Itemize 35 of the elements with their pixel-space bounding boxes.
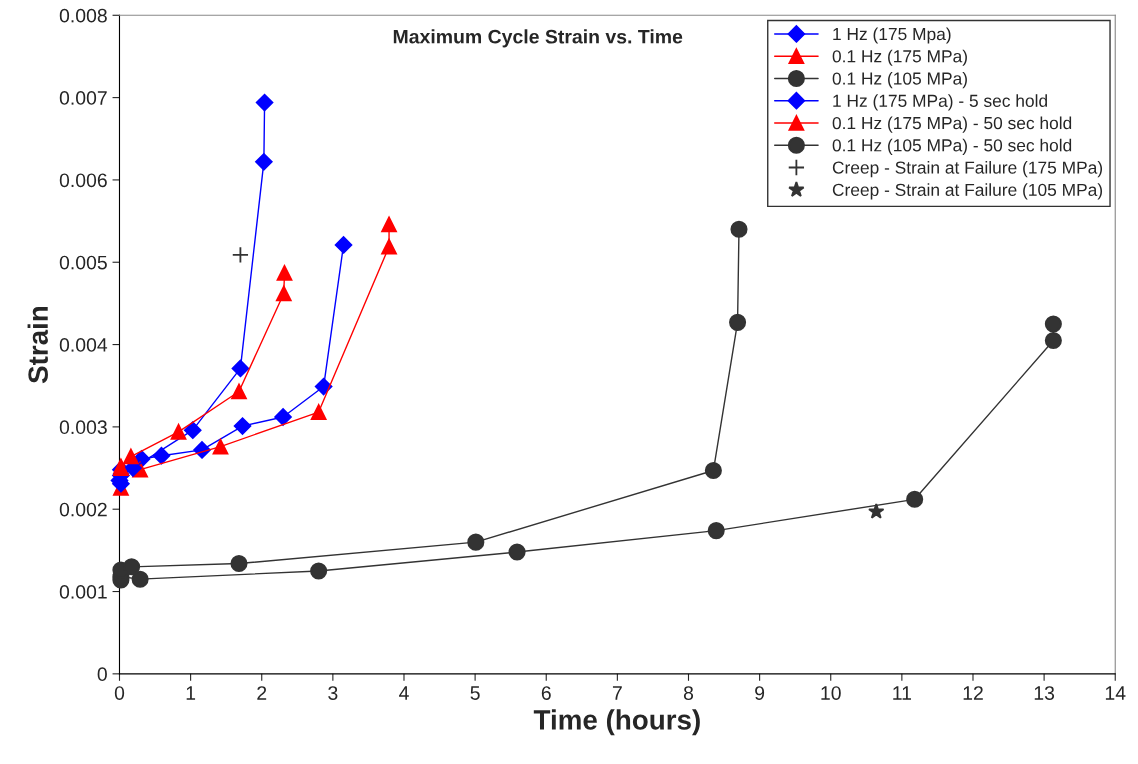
x-tick-label: 1 — [186, 686, 196, 700]
x-tick-label: 3 — [328, 686, 338, 700]
x-tick-label: 12 — [963, 686, 983, 700]
y-tick-label: 0.007 — [59, 91, 107, 105]
x-tick-label: 0 — [114, 686, 125, 700]
legend-label: Creep - Strain at Failure (175 MPa) — [832, 160, 1103, 178]
y-tick-label: 0.005 — [59, 255, 107, 270]
y-tick-label: 0.003 — [59, 420, 107, 435]
x-tick-label: 7 — [612, 686, 622, 700]
x-tick-label: 2 — [257, 686, 267, 700]
y-tick-label: 0 — [97, 667, 107, 682]
text: Maximum Cycle Strain vs. Time — [393, 29, 683, 48]
x-tick-label: 4 — [399, 686, 409, 700]
legend-label: 1 Hz (175 MPa) - 5 sec hold — [833, 94, 1047, 111]
legend-label: 0.1 Hz (105 MPa) - 50 sec hold — [832, 138, 1072, 155]
y-tick-label: 0.002 — [59, 502, 107, 517]
x-tick-label: 6 — [541, 686, 551, 700]
x-tick-label: 9 — [755, 686, 765, 700]
x-axis-title: Time (hours) — [533, 709, 700, 736]
legend-label: 0.1 Hz (175 MPa) - 50 sec hold — [832, 116, 1072, 133]
y-tick-label: 0.006 — [59, 173, 107, 188]
x-tick-label: 5 — [470, 686, 480, 700]
x-tick-label: 14 — [1105, 686, 1126, 700]
x-tick-label: 11 — [893, 686, 912, 700]
legend-label: Creep - Strain at Failure (105 MPa) — [832, 183, 1103, 200]
legend-label: 0.1 Hz (175 MPa) — [832, 49, 967, 66]
legend-label: 0.1 Hz (105 MPa) — [832, 71, 967, 89]
y-tick-label: 0.008 — [59, 8, 107, 23]
y-tick-label: 0.004 — [59, 338, 108, 352]
x-tick-label: 8 — [683, 686, 694, 700]
x-tick-label: 13 — [1034, 686, 1055, 700]
legend-label: 1 Hz (175 Mpa) — [833, 27, 951, 44]
y-tick-label: 0.001 — [59, 584, 107, 599]
y-axis-title: Strain — [27, 306, 48, 384]
x-tick-label: 10 — [821, 686, 841, 700]
